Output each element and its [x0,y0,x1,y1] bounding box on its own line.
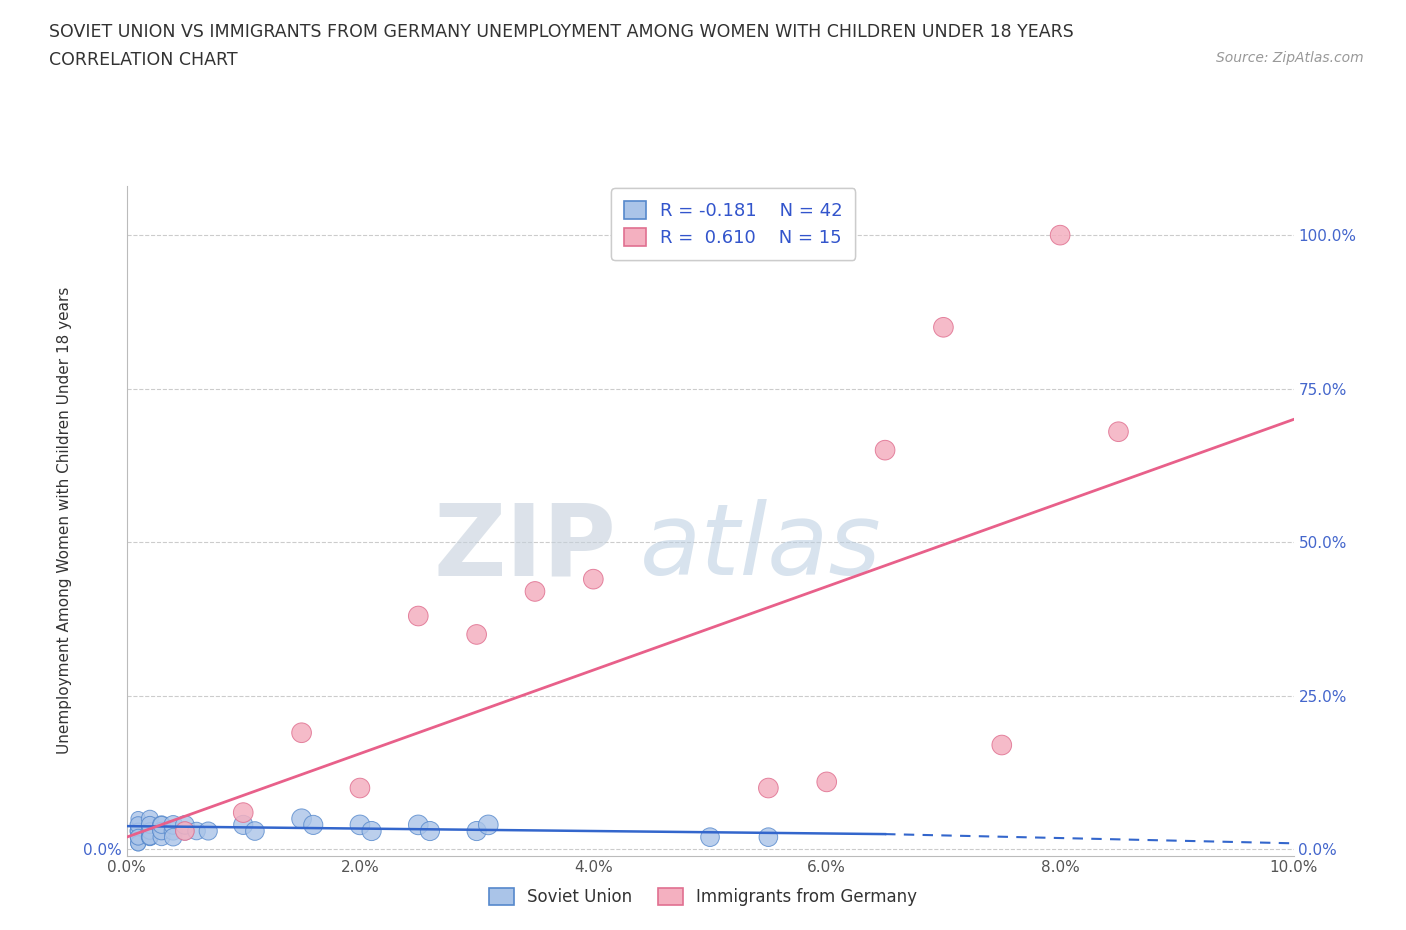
Point [127,811,149,826]
Point [932,320,955,335]
Point [162,817,184,832]
Point [174,824,197,839]
Point [232,805,254,820]
Point [990,737,1012,752]
Point [127,836,149,851]
Point [174,824,197,839]
Point [186,824,208,839]
Point [162,830,184,844]
Point [1108,424,1130,439]
Point [302,817,325,832]
Point [290,811,312,826]
Point [150,824,173,839]
Point [127,817,149,832]
Point [582,572,605,587]
Point [349,817,371,832]
Point [139,830,162,844]
Point [127,830,149,844]
Point [360,824,382,839]
Point [699,830,721,844]
Text: CORRELATION CHART: CORRELATION CHART [49,51,238,69]
Point [139,824,162,839]
Text: atlas: atlas [640,499,882,596]
Point [162,824,184,839]
Point [127,824,149,839]
Point [524,584,547,599]
Point [243,824,266,839]
Point [139,811,162,826]
Point [139,817,162,832]
Point [290,725,312,740]
Text: SOVIET UNION VS IMMIGRANTS FROM GERMANY UNEMPLOYMENT AMONG WOMEN WITH CHILDREN U: SOVIET UNION VS IMMIGRANTS FROM GERMANY … [49,23,1074,41]
Point [150,817,173,832]
Point [127,830,149,844]
Point [408,817,430,832]
Point [139,830,162,844]
Point [127,836,149,851]
Text: ZIP: ZIP [434,499,617,596]
Point [408,608,430,623]
Point [174,817,197,832]
Point [150,830,173,844]
Point [419,824,441,839]
Legend: Soviet Union, Immigrants from Germany: Soviet Union, Immigrants from Germany [482,881,924,912]
Point [232,817,254,832]
Point [756,780,779,795]
Legend: R = -0.181    N = 42, R =  0.610    N = 15: R = -0.181 N = 42, R = 0.610 N = 15 [612,189,855,259]
Point [815,775,838,790]
Point [150,824,173,839]
Point [139,830,162,844]
Point [477,817,499,832]
Point [127,824,149,839]
Point [349,780,371,795]
Point [875,443,897,458]
Point [1049,228,1071,243]
Point [197,824,219,839]
Point [756,830,779,844]
Point [150,817,173,832]
Point [127,817,149,832]
Point [139,817,162,832]
Point [465,824,488,839]
Y-axis label: Unemployment Among Women with Children Under 18 years: Unemployment Among Women with Children U… [56,287,72,754]
Text: Source: ZipAtlas.com: Source: ZipAtlas.com [1216,51,1364,65]
Point [127,830,149,844]
Point [139,824,162,839]
Point [465,627,488,642]
